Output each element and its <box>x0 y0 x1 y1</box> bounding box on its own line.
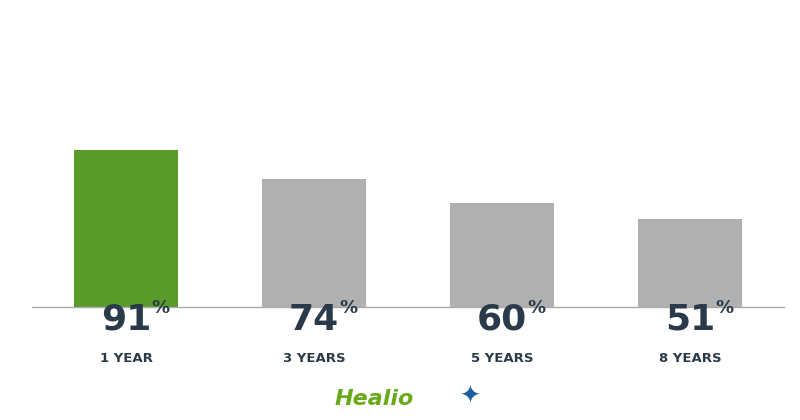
Text: 51: 51 <box>665 303 715 337</box>
Text: 1 YEAR: 1 YEAR <box>99 352 153 365</box>
Bar <box>450 203 554 307</box>
Text: %: % <box>716 299 734 317</box>
Text: %: % <box>152 299 170 317</box>
Text: 60: 60 <box>477 303 527 337</box>
Text: 5 YEARS: 5 YEARS <box>470 352 534 365</box>
Bar <box>262 179 366 307</box>
Text: 8 YEARS: 8 YEARS <box>658 352 722 365</box>
Text: Healio: Healio <box>334 389 414 409</box>
Text: %: % <box>528 299 546 317</box>
Bar <box>74 150 178 307</box>
Text: %: % <box>340 299 358 317</box>
Text: one patients diagnosed between 2010 and 2021 in univariable analysis:: one patients diagnosed between 2010 and … <box>19 89 781 108</box>
Text: ✦: ✦ <box>460 385 481 409</box>
Text: 91: 91 <box>101 303 151 337</box>
Bar <box>638 219 742 307</box>
Text: 3 YEARS: 3 YEARS <box>282 352 346 365</box>
Text: 74: 74 <box>289 303 339 337</box>
Text: Survival rates of World Symposium on Pulmonary Hypertension group: Survival rates of World Symposium on Pul… <box>29 38 771 58</box>
